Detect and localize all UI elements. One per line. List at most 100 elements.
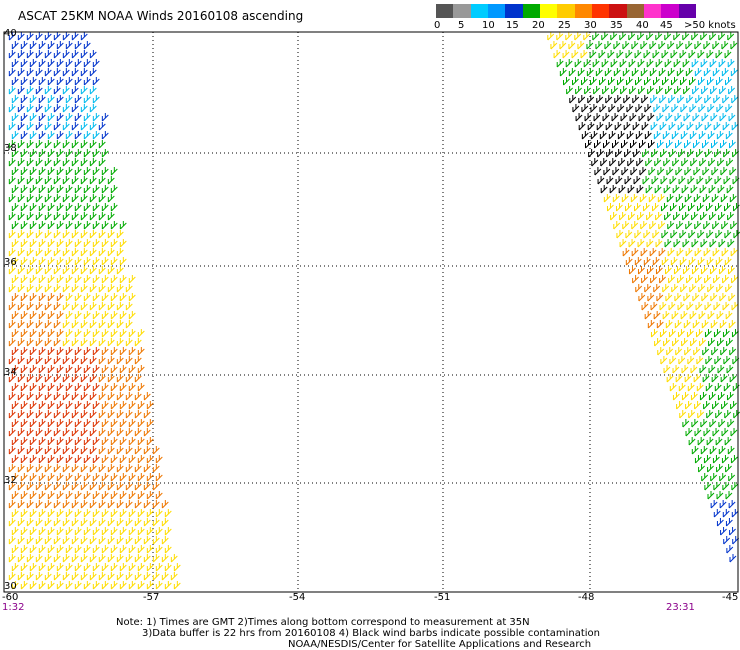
wind-barb bbox=[11, 473, 19, 482]
wind-barb bbox=[601, 59, 609, 68]
wind-barb bbox=[173, 581, 181, 590]
wind-barb bbox=[705, 176, 713, 185]
wind-barb bbox=[62, 554, 70, 563]
wind-barb bbox=[627, 158, 635, 167]
wind-barb bbox=[128, 455, 136, 464]
wind-barb bbox=[729, 347, 737, 356]
wind-barb bbox=[559, 68, 567, 77]
wind-barb bbox=[714, 149, 721, 158]
wind-barb bbox=[656, 113, 664, 122]
wind-barb bbox=[613, 41, 621, 50]
wind-barb bbox=[666, 374, 674, 383]
wind-barb bbox=[730, 221, 738, 230]
wind-barb bbox=[569, 95, 577, 104]
wind-barb bbox=[83, 77, 91, 86]
wind-barb bbox=[92, 563, 100, 572]
wind-barb bbox=[707, 464, 714, 473]
wind-barb bbox=[662, 311, 670, 320]
wind-barb bbox=[642, 149, 649, 158]
wind-barb bbox=[658, 248, 666, 257]
wind-barb bbox=[29, 401, 37, 410]
wind-barb bbox=[119, 419, 127, 428]
wind-barb bbox=[622, 68, 630, 77]
wind-barb bbox=[690, 365, 698, 374]
wind-barb bbox=[56, 581, 64, 590]
wind-barb bbox=[110, 275, 118, 284]
wind-barb bbox=[613, 68, 621, 77]
wind-barb bbox=[44, 392, 52, 401]
wind-barb bbox=[675, 167, 683, 176]
wind-barb bbox=[62, 446, 70, 455]
wind-barb bbox=[718, 239, 726, 248]
wind-barb bbox=[74, 311, 82, 320]
wind-barb bbox=[604, 41, 612, 50]
wind-barb bbox=[17, 212, 25, 221]
time-left: 1:32 bbox=[2, 602, 25, 613]
wind-barb bbox=[107, 176, 115, 185]
legend-swatch-11 bbox=[626, 4, 644, 18]
wind-barb bbox=[29, 275, 37, 284]
wind-barb bbox=[98, 266, 106, 275]
wind-barb bbox=[110, 509, 118, 518]
wind-barb bbox=[125, 464, 133, 473]
wind-barb bbox=[128, 437, 136, 446]
wind-barb bbox=[89, 230, 97, 239]
wind-barb bbox=[110, 563, 118, 572]
wind-barb bbox=[637, 266, 645, 275]
wind-barb bbox=[143, 554, 151, 563]
wind-barb bbox=[65, 365, 73, 374]
wind-barb bbox=[717, 338, 724, 347]
wind-barb bbox=[626, 104, 634, 113]
wind-barb bbox=[110, 257, 118, 266]
wind-barb bbox=[101, 275, 109, 284]
wind-barb bbox=[721, 221, 729, 230]
wind-barb bbox=[666, 347, 674, 356]
wind-barb bbox=[44, 410, 52, 419]
wind-barb bbox=[146, 545, 154, 554]
wind-barb bbox=[92, 95, 100, 104]
wind-barb bbox=[62, 86, 70, 95]
wind-barb bbox=[590, 131, 598, 140]
wind-barb bbox=[725, 104, 733, 113]
wind-barb bbox=[715, 257, 723, 266]
wind-barb bbox=[719, 113, 727, 122]
wind-barb bbox=[681, 365, 689, 374]
wind-barb bbox=[728, 473, 736, 482]
wind-barb bbox=[20, 545, 28, 554]
wind-barb bbox=[631, 68, 639, 77]
wind-barb bbox=[74, 455, 82, 464]
wind-barb bbox=[116, 266, 124, 275]
wind-barb bbox=[101, 221, 109, 230]
wind-barb bbox=[62, 194, 70, 203]
wind-barb bbox=[675, 347, 683, 356]
wind-barb bbox=[721, 428, 729, 437]
wind-barb bbox=[116, 500, 124, 509]
wind-barb bbox=[11, 239, 19, 248]
wind-barb bbox=[62, 392, 70, 401]
wind-barb bbox=[638, 86, 645, 95]
wind-barb bbox=[101, 113, 109, 122]
wind-barb bbox=[35, 212, 43, 221]
wind-barb bbox=[671, 284, 679, 293]
wind-barb bbox=[83, 563, 91, 572]
wind-barb bbox=[56, 59, 64, 68]
wind-barb bbox=[143, 536, 151, 545]
wind-barb bbox=[107, 446, 115, 455]
wind-barb bbox=[705, 203, 713, 212]
wind-barb bbox=[71, 50, 79, 59]
wind-barb bbox=[44, 68, 52, 77]
wind-barb bbox=[713, 509, 721, 518]
wind-barb bbox=[622, 41, 630, 50]
wind-barb bbox=[107, 266, 115, 275]
wind-barb bbox=[574, 59, 582, 68]
wind-barb bbox=[137, 401, 145, 410]
wind-speed-legend bbox=[436, 4, 696, 18]
wind-barb bbox=[44, 482, 52, 491]
wind-barb bbox=[20, 41, 28, 50]
wind-barb bbox=[712, 401, 719, 410]
wind-barb bbox=[44, 518, 52, 527]
wind-barb bbox=[80, 230, 88, 239]
wind-barb bbox=[727, 446, 735, 455]
wind-barb bbox=[26, 50, 34, 59]
wind-barb bbox=[110, 203, 118, 212]
